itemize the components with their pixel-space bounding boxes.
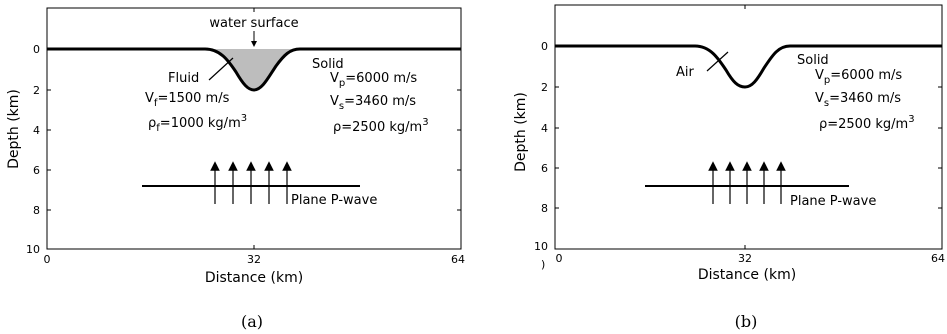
- solid-density: ρ=2500 kg/m3: [819, 114, 915, 132]
- solid-label: Solid: [797, 53, 829, 68]
- solid-vp: Vp=6000 m/s: [815, 68, 902, 86]
- surface-profile: [47, 47, 461, 92]
- x-tick-label: 0: [44, 253, 51, 266]
- y-tick-label: 0: [33, 43, 40, 56]
- wave-label: Plane P-wave: [790, 194, 876, 209]
- y-tick-label: 2: [541, 81, 548, 94]
- y-axis-label: Depth (km): [513, 92, 529, 172]
- fluid-velocity: Vf=1500 m/s: [145, 91, 230, 109]
- y-tick-label: 4: [33, 124, 40, 137]
- water-fill: [205, 49, 300, 90]
- x-tick-label: 64: [931, 252, 945, 265]
- interface-tick: [208, 57, 234, 81]
- interface-tick: [706, 51, 729, 72]
- y-tick-label: 6: [541, 162, 548, 175]
- y-tick-label: 10: [534, 240, 548, 253]
- x-axis-label: Distance (km): [205, 270, 303, 286]
- y-tick-label: 4: [541, 122, 548, 135]
- y-tick-label: 2: [33, 84, 40, 97]
- y-tick-label: 8: [33, 204, 40, 217]
- wave-arrows: [210, 161, 292, 204]
- fluid-density: ρf=1000 kg/m3: [148, 113, 247, 134]
- wave-label: Plane P-wave: [291, 193, 377, 208]
- solid-vs: Vs=3460 m/s: [330, 94, 416, 112]
- panel-b: 0 2 4 6 8 10 ) 0 32 64 Distance (km) Dep…: [513, 4, 945, 331]
- x-tick-label: 64: [451, 253, 465, 266]
- panel-caption: (a): [241, 312, 263, 331]
- x-tick-label: 0: [556, 252, 563, 265]
- x-tick-label: 32: [247, 253, 261, 266]
- surface-profile: [555, 44, 942, 89]
- y-ticks: [555, 5, 942, 249]
- y-tick-label: 0: [541, 40, 548, 53]
- y-tick-label: 10: [26, 243, 40, 256]
- solid-label: Solid: [312, 57, 344, 72]
- stray-mark: ): [541, 258, 545, 271]
- solid-density: ρ=2500 kg/m3: [333, 117, 429, 135]
- wave-arrows: [708, 161, 786, 204]
- solid-vs: Vs=3460 m/s: [815, 91, 901, 109]
- y-tick-label: 8: [541, 202, 548, 215]
- water-surface-label: water surface: [209, 16, 298, 31]
- y-axis-label: Depth (km): [6, 89, 22, 169]
- panel-a: 0 2 4 6 8 10 0 32 64 Distance (km) Depth…: [6, 7, 465, 331]
- air-label: Air: [676, 65, 695, 80]
- y-ticks: [47, 8, 461, 249]
- y-tick-label: 6: [33, 164, 40, 177]
- panel-caption: (b): [735, 312, 758, 331]
- x-tick-label: 32: [738, 252, 752, 265]
- plot-frame: [554, 4, 943, 250]
- solid-vp: Vp=6000 m/s: [330, 71, 417, 89]
- x-axis-label: Distance (km): [698, 267, 796, 283]
- fluid-label: Fluid: [168, 71, 199, 86]
